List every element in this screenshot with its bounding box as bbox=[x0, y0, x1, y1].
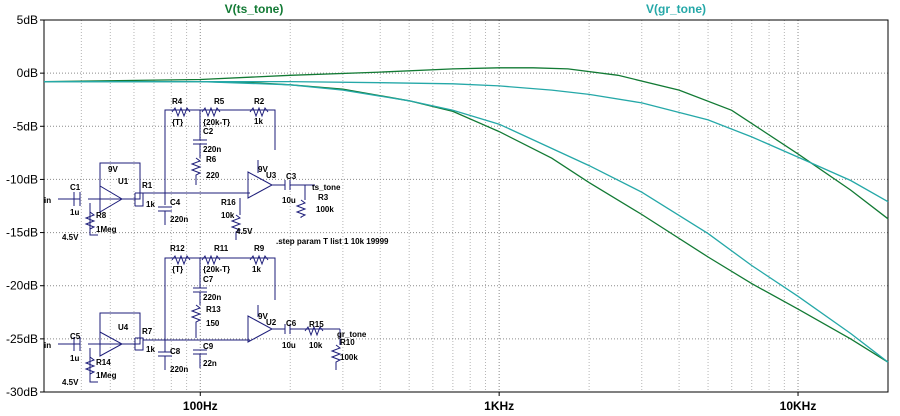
opamp-u3 bbox=[247, 171, 274, 199]
y-tick-label: 5dB bbox=[17, 13, 38, 27]
schematic-label: R15 bbox=[309, 320, 324, 329]
series-title-gr-tone: V(gr_tone) bbox=[646, 2, 706, 16]
schematic-label: R6 bbox=[206, 155, 217, 164]
schematic-label: 1k bbox=[252, 265, 261, 274]
schematic-label: R9 bbox=[254, 244, 265, 253]
schematic-label: R7 bbox=[142, 327, 153, 336]
y-tick-label: -20dB bbox=[6, 279, 38, 293]
schematic bbox=[58, 106, 342, 383]
schematic-label: C1 bbox=[70, 183, 81, 192]
schematic-label: 1Meg bbox=[96, 225, 117, 234]
schematic-label: U4 bbox=[118, 323, 129, 332]
schematic-label: 1k bbox=[146, 200, 155, 209]
schematic-label: 220n bbox=[170, 365, 188, 374]
schematic-label: R4 bbox=[172, 97, 183, 106]
schematic-label: in bbox=[44, 341, 51, 350]
schematic-label: 10k bbox=[309, 341, 323, 350]
schematic-label: R1 bbox=[142, 181, 153, 190]
schematic-label: R14 bbox=[96, 358, 111, 367]
schematic-label: C7 bbox=[203, 275, 214, 284]
x-tick-label: 10KHz bbox=[780, 399, 817, 413]
schematic-label: 220 bbox=[206, 171, 220, 180]
y-tick-label: -5dB bbox=[13, 119, 38, 133]
capacitor-c5 bbox=[73, 337, 81, 351]
schematic-label: R2 bbox=[254, 97, 265, 106]
resistor-r8 bbox=[84, 211, 96, 230]
y-tick-label: 0dB bbox=[17, 66, 38, 80]
schematic-label: R3 bbox=[318, 193, 329, 202]
schematic-label: R13 bbox=[206, 305, 221, 314]
schematic-label: U1 bbox=[118, 177, 129, 186]
x-tick-label: 100Hz bbox=[183, 399, 218, 413]
schematic-label: {T} bbox=[172, 118, 183, 127]
series-line-gr-tone-step-2 bbox=[44, 80, 889, 203]
schematic-labels: U1 C1 in 1u R8 1Meg 4.5V 9V R1 1k C4 220n R4 {T} R5 {20… bbox=[44, 97, 389, 387]
schematic-label: 10u bbox=[282, 341, 296, 350]
curves bbox=[43, 67, 889, 363]
plot-frame bbox=[43, 19, 889, 393]
schematic-label: 1u bbox=[70, 208, 79, 217]
x-tick-label: 1KHz bbox=[484, 399, 514, 413]
schematic-label: 100k bbox=[316, 205, 334, 214]
schematic-label: 22n bbox=[203, 359, 217, 368]
schematic-label: C6 bbox=[286, 319, 297, 328]
schematic-label: R5 bbox=[214, 97, 225, 106]
y-tick-label: -10dB bbox=[6, 172, 38, 186]
y-tick-label: -30dB bbox=[6, 385, 38, 399]
schematic-label: R12 bbox=[170, 244, 185, 253]
series-title-ts-tone: V(ts_tone) bbox=[225, 2, 284, 16]
schematic-label: .step param T list 1 10k 19999 bbox=[276, 237, 389, 246]
series-line-ts-tone-step-1 bbox=[43, 67, 889, 220]
y-tick-label: -25dB bbox=[6, 332, 38, 346]
schematic-label: 1k bbox=[254, 117, 263, 126]
schematic-label: 220n bbox=[203, 145, 221, 154]
tick-labels: 5dB 0dB -5dB -10dB -15dB -20dB -25dB -30dB 100Hz… bbox=[6, 13, 816, 413]
schematic-label: ts_tone bbox=[312, 183, 341, 192]
schematic-label: 4.5V bbox=[62, 378, 79, 387]
schematic-label: {T} bbox=[172, 265, 183, 274]
schematic-label: {20k-T} bbox=[203, 265, 230, 274]
schematic-label: C8 bbox=[170, 347, 181, 356]
schematic-label: 1u bbox=[70, 354, 79, 363]
schematic-label: 4.5V bbox=[62, 233, 79, 242]
schematic-label: 9V bbox=[258, 312, 268, 321]
schematic-label: 1k bbox=[146, 345, 155, 354]
schematic-label: in bbox=[44, 196, 51, 205]
schematic-label: 150 bbox=[206, 319, 220, 328]
schematic-label: C3 bbox=[286, 172, 297, 181]
schematic-label: 4.5V bbox=[236, 227, 253, 236]
schematic-label: 9V bbox=[108, 165, 118, 174]
schematic-label: 10u bbox=[282, 196, 296, 205]
schematic-label: 100k bbox=[340, 353, 358, 362]
schematic-label: U3 bbox=[266, 171, 277, 180]
schematic-label: C5 bbox=[70, 332, 81, 341]
schematic-label: {20k-T} bbox=[203, 118, 230, 127]
opamp-u4 bbox=[99, 331, 124, 357]
series-line-gr-tone-step-1 bbox=[44, 80, 889, 363]
opamp-u1 bbox=[99, 185, 123, 213]
schematic-label: 220n bbox=[170, 215, 188, 224]
schematic-label: R16 bbox=[221, 198, 236, 207]
schematic-label: R8 bbox=[96, 211, 107, 220]
opamp-u2 bbox=[247, 315, 274, 343]
y-tick-label: -15dB bbox=[6, 226, 38, 240]
schematic-label: R10 bbox=[340, 338, 355, 347]
axes bbox=[40, 19, 889, 396]
schematic-label: C9 bbox=[203, 342, 214, 351]
schematic-label: 9V bbox=[258, 165, 268, 174]
schematic-label: 10k bbox=[221, 211, 235, 220]
schematic-label: U2 bbox=[266, 318, 277, 327]
schematic-label: 220n bbox=[203, 293, 221, 302]
schematic-label: C2 bbox=[203, 127, 214, 136]
schematic-label: gr_tone bbox=[337, 330, 367, 339]
capacitor-c1 bbox=[73, 192, 81, 206]
schematic-label: C4 bbox=[170, 198, 181, 207]
schematic-label: 1Meg bbox=[96, 371, 117, 380]
schematic-label: R11 bbox=[214, 244, 229, 253]
resistor-r14 bbox=[84, 356, 96, 375]
